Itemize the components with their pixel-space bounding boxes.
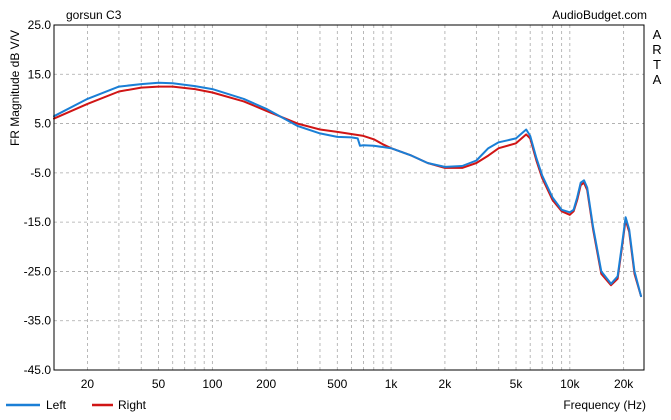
x-tick-label: 20: [81, 377, 95, 391]
plot-frame: [53, 24, 645, 371]
y-tick-label: 25.0: [28, 18, 52, 32]
x-tick-label: 200: [256, 377, 276, 391]
side-label-letter: T: [653, 57, 661, 72]
x-tick-label: 10k: [560, 377, 580, 391]
grid: [54, 25, 644, 370]
legend-label-right: Right: [118, 398, 147, 412]
x-tick-label: 2k: [439, 377, 453, 391]
series-line-right: [53, 85, 642, 298]
x-tick-label: 100: [202, 377, 222, 391]
chart-title: gorsun C3: [66, 8, 122, 22]
x-axis-label: Frequency (Hz): [563, 398, 646, 412]
y-axis-label: FR Magnitude dB V/V: [8, 30, 22, 146]
side-label-letter: A: [653, 72, 662, 87]
y-tick-label: -5.0: [30, 166, 51, 180]
y-tick-label: -45.0: [24, 363, 52, 377]
x-tick-label: 1k: [385, 377, 399, 391]
y-tick-label: 15.0: [28, 67, 52, 81]
side-label-letter: A: [653, 27, 662, 42]
series-line-left: [53, 81, 642, 298]
x-tick-label: 500: [327, 377, 347, 391]
y-tick-label: -35.0: [24, 314, 52, 328]
x-tick-label: 5k: [510, 377, 524, 391]
watermark-label: AudioBudget.com: [552, 8, 647, 22]
y-tick-label: 5.0: [34, 117, 51, 131]
y-tick-label: -15.0: [24, 215, 52, 229]
series-lines: [53, 81, 642, 298]
tick-labels: 25.0 15.0 5.0 -5.0 -15.0 -25.0 -35.0 -45.0 20 50 1…: [24, 18, 635, 391]
x-tick-label: 20k: [614, 377, 634, 391]
legend: Left Right: [6, 398, 147, 412]
side-label-letter: R: [652, 42, 661, 57]
x-tick-label: 50: [152, 377, 166, 391]
y-tick-label: -25.0: [24, 264, 52, 278]
legend-label-left: Left: [46, 398, 67, 412]
